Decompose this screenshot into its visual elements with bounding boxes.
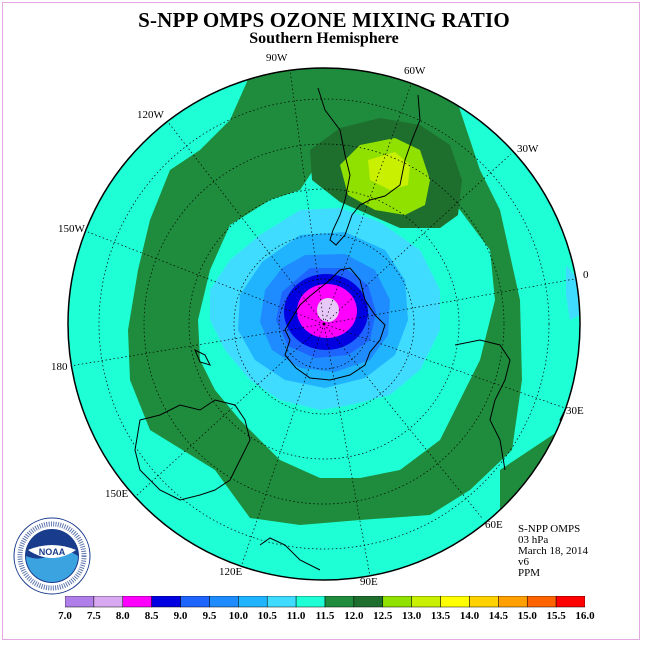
colorbar-swatch (526, 596, 557, 608)
lon-label-180: 180 (51, 361, 68, 373)
colorbar-tick-label: 16.0 (575, 610, 595, 622)
lon-label-90w: 90W (266, 52, 288, 64)
info-level: 03 hPa (518, 534, 549, 546)
colorbar-tick-label: 7.0 (58, 610, 72, 622)
colorbar-swatch (353, 596, 384, 608)
colorbar-tick-label: 10.5 (257, 610, 277, 622)
lon-label-150e: 150E (105, 488, 129, 500)
lon-label-30e: 30E (566, 405, 584, 417)
figure-frame (2, 2, 640, 640)
info-block: S-NPP OMPS 03 hPa March 18, 2014 v6 PPM (518, 524, 588, 579)
colorbar-tick-label: 13.0 (402, 610, 422, 622)
colorbar-tick-label: 15.5 (546, 610, 566, 622)
info-units: PPM (518, 567, 541, 579)
lon-label-60e: 60E (485, 519, 503, 531)
colorbar-swatch (498, 596, 528, 608)
colorbar-swatch (440, 596, 470, 608)
colorbar-swatch (295, 596, 326, 608)
lon-label-30w: 30W (517, 143, 539, 155)
graticule (69, 69, 580, 577)
colorbar-swatch (209, 596, 239, 608)
info-date: March 18, 2014 (518, 545, 588, 557)
noaa-logo: NOAA (13, 517, 91, 595)
lon-label-150w: 150W (58, 223, 86, 235)
contour-11.0-se (445, 518, 475, 540)
svg-text:NOAA: NOAA (39, 547, 66, 557)
colorbar-swatch (151, 596, 181, 608)
colorbar-tick-label: 7.5 (87, 610, 101, 622)
lon-label-90e: 90E (360, 576, 378, 588)
colorbar-tick-label: 14.0 (459, 610, 480, 622)
map-subtitle: Southern Hemisphere (249, 30, 399, 47)
contour-7.5 (317, 298, 339, 322)
lon-label-120e: 120E (219, 566, 243, 578)
map-boundary (67, 67, 581, 581)
colorbar-swatch (324, 596, 355, 608)
info-instrument: S-NPP OMPS (518, 523, 581, 535)
colorbar-tick-label: 8.5 (144, 610, 159, 622)
contour-13.0 (368, 152, 410, 190)
colorbar-swatch (65, 596, 95, 608)
map-title: S-NPP OMPS OZONE MIXING RATIO (138, 8, 510, 32)
colorbar-tick-label: 10.0 (228, 610, 248, 622)
colorbar-swatch (93, 596, 124, 608)
colorbar-tick-label: 9.5 (202, 610, 217, 622)
colorbar-tick-label: 15.0 (517, 610, 537, 622)
colorbar-tick-label: 14.5 (488, 610, 508, 622)
info-version: v6 (518, 556, 529, 568)
colorbar-swatch (180, 596, 210, 608)
lon-label-0: 0 (583, 269, 589, 281)
colorbar-tick-label: 11.5 (315, 610, 335, 622)
colorbar-swatch (555, 596, 585, 608)
lon-label-60w: 60W (404, 65, 426, 77)
lon-label-120w: 120W (137, 109, 165, 121)
colorbar (65, 596, 585, 608)
coastlines (134, 87, 569, 571)
colorbar-swatch (266, 596, 297, 608)
colorbar-tick-label: 12.5 (373, 610, 393, 622)
colorbar-swatch (469, 596, 499, 608)
colorbar-swatch (122, 596, 152, 608)
colorbar-tick-label: 13.5 (430, 610, 451, 622)
colorbar-tick-label: 8.0 (115, 610, 130, 622)
colorbar-swatch (238, 596, 268, 608)
colorbar-tick-label: 12.0 (344, 610, 364, 622)
colorbar-swatch (411, 596, 441, 608)
colorbar-tick-label: 9.0 (173, 610, 188, 622)
colorbar-swatch (382, 596, 412, 608)
colorbar-tick-label: 11.0 (286, 610, 306, 622)
